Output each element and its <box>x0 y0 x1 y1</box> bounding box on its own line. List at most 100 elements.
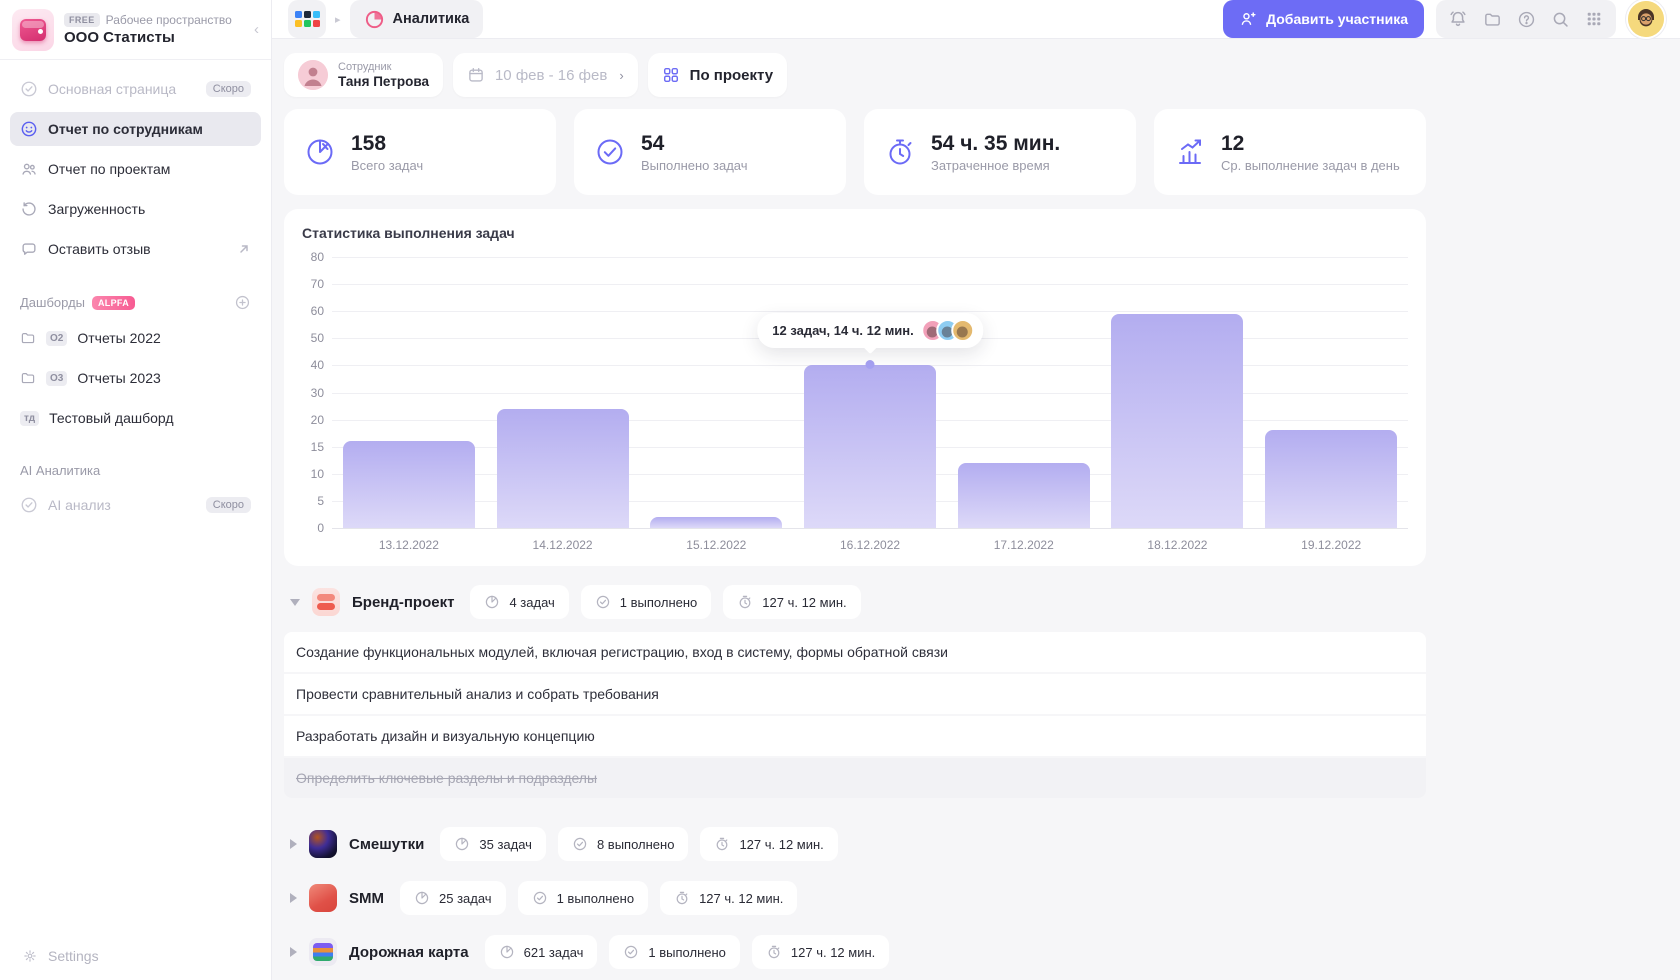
check-circle-icon <box>20 80 38 98</box>
project-name: Бренд-проект <box>352 593 455 611</box>
badge-label: 1 выполнено <box>619 594 698 610</box>
tooltip-avatars <box>920 319 974 343</box>
badge-label: 127 ч. 12 мин. <box>739 836 824 852</box>
project-icon-roadmap <box>309 938 337 966</box>
stat-card-time-spent: 54 ч. 35 мин. Затраченное время <box>864 109 1136 195</box>
check-circle-icon <box>623 944 639 960</box>
bar-chart-icon <box>1174 136 1206 168</box>
plot-area: 12 задач, 14 ч. 12 мин. <box>332 257 1408 529</box>
y-axis-tick: 0 <box>317 521 324 535</box>
bar-13.12.2022[interactable] <box>342 441 475 528</box>
date-range-filter[interactable]: 10 фев - 16 фев › <box>452 53 638 97</box>
bar-14.12.2022[interactable] <box>496 408 629 528</box>
badge-label: 25 задач <box>439 890 492 906</box>
chevron-right-icon[interactable]: › <box>619 67 624 83</box>
group-by-filter[interactable]: По проекту <box>647 53 788 97</box>
sidebar-item-settings[interactable]: Settings <box>0 932 271 980</box>
x-axis-label: 15.12.2022 <box>686 538 747 552</box>
badge-label: 8 выполнено <box>596 836 675 852</box>
project-group-roadmap[interactable]: Дорожная карта 621 задач 1 выполнено 127… <box>284 932 1426 972</box>
help-icon[interactable] <box>1509 2 1543 36</box>
project-name: SMM <box>349 889 384 907</box>
sidebar-collapse-icon[interactable]: ‹ <box>254 21 259 38</box>
main-area: ▸ Аналитика Добавить участника <box>272 0 1680 980</box>
people-icon <box>20 160 38 178</box>
check-circle-icon <box>20 496 38 514</box>
dashboard-chip: О3 <box>46 370 68 386</box>
bar-18.12.2022[interactable] <box>1111 313 1244 528</box>
dashboards-section-header: Дашборды ALPFA <box>0 294 271 311</box>
gridline <box>332 284 1408 286</box>
expand-arrow-icon[interactable] <box>290 893 297 903</box>
chart-tooltip: 12 задач, 14 ч. 12 мин. <box>757 313 983 349</box>
sidebar-item-ai-analysis[interactable]: AI анализ Скоро <box>10 488 261 522</box>
tab-analytics[interactable]: Аналитика <box>349 0 484 38</box>
project-name: Дорожная карта <box>349 943 469 961</box>
sidebar-item-reports-2022[interactable]: О2 Отчеты 2022 <box>10 321 261 355</box>
workspace-header[interactable]: FREE Рабочее пространство ООО Статисты ‹ <box>0 0 271 60</box>
notifications-bell-icon[interactable] <box>1441 2 1475 36</box>
dashboard-chip: тд <box>20 410 40 426</box>
stat-label: Затраченное время <box>931 158 1050 174</box>
y-axis-tick: 15 <box>310 439 324 454</box>
project-group-smeshutki[interactable]: Смешутки 35 задач 8 выполнено 127 ч. 12 … <box>284 824 1426 864</box>
x-axis-label: 17.12.2022 <box>993 538 1054 552</box>
sidebar-item-test-dashboard[interactable]: тд Тестовый дашборд <box>10 401 261 435</box>
folder-icon[interactable] <box>1475 2 1509 36</box>
user-avatar[interactable] <box>1628 1 1664 37</box>
y-axis-tick: 5 <box>317 493 324 508</box>
ai-section-header: AI Аналитика <box>0 463 271 478</box>
badge-label: 4 задач <box>509 594 555 610</box>
add-dashboard-icon[interactable] <box>234 294 251 311</box>
x-axis-label: 18.12.2022 <box>1147 538 1208 552</box>
stopwatch-icon <box>714 836 730 852</box>
badge-label: 127 ч. 12 мин. <box>699 890 784 906</box>
soon-badge: Скоро <box>205 497 251 513</box>
bar-17.12.2022[interactable] <box>957 462 1090 528</box>
search-icon[interactable] <box>1543 2 1577 36</box>
sidebar-nav: Основная страница Скоро Отчет по сотрудн… <box>0 60 271 272</box>
dashboards-title: Дашборды <box>20 295 85 310</box>
employee-filter[interactable]: Сотрудник Таня Петрова <box>284 53 443 97</box>
stat-value: 54 ч. 35 мин. <box>931 131 1061 155</box>
expand-arrow-icon[interactable] <box>290 839 297 849</box>
project-name: Смешутки <box>349 835 425 853</box>
done-count-badge: 8 выполнено <box>557 827 689 861</box>
collapse-arrow-icon[interactable] <box>290 598 300 606</box>
folder-icon <box>20 330 36 346</box>
x-axis-label: 19.12.2022 <box>1301 538 1362 552</box>
bar-15.12.2022[interactable] <box>650 517 783 528</box>
sidebar-item-label: AI анализ <box>48 497 111 513</box>
done-count-badge: 1 выполнено <box>580 585 712 619</box>
x-axis: 13.12.2022 14.12.2022 15.12.2022 16.12.2022… <box>332 538 1408 552</box>
pie-chart-icon <box>414 890 430 906</box>
expand-arrow-icon[interactable] <box>290 947 297 957</box>
task-row[interactable]: Провести сравнительный анализ и собрать … <box>284 674 1426 714</box>
stat-card-avg-per-day: 12 Ср. выполнение задач в день <box>1154 109 1426 195</box>
sidebar-item-workload[interactable]: Загруженность <box>10 192 261 226</box>
task-row[interactable]: Разработать дизайн и визуальную концепци… <box>284 716 1426 756</box>
apps-dots-icon[interactable] <box>1577 2 1611 36</box>
stat-value: 158 <box>351 131 387 155</box>
chart-title: Статистика выполнения задач <box>302 225 515 241</box>
task-row-completed[interactable]: Определить ключевые разделы и подразделы <box>284 758 1426 798</box>
x-axis-label: 16.12.2022 <box>839 538 901 552</box>
content: Сотрудник Таня Петрова 10 фев - 16 фев › <box>272 39 1426 980</box>
breadcrumb-chevron-icon: ▸ <box>335 13 341 26</box>
sidebar-item-feedback[interactable]: Оставить отзыв <box>10 232 261 266</box>
project-icon-smeshutki <box>309 830 337 858</box>
apps-grid-icon[interactable] <box>288 0 326 38</box>
stat-card-done-tasks: 54 Выполнено задач <box>574 109 846 195</box>
sidebar-item-project-report[interactable]: Отчет по проектам <box>10 152 261 186</box>
project-group-smm[interactable]: SMM 25 задач 1 выполнено 127 ч. 12 мин. <box>284 878 1426 918</box>
project-group-brand[interactable]: Бренд-проект 4 задач 1 выполнено 127 ч. … <box>284 582 1426 622</box>
add-member-button[interactable]: Добавить участника <box>1223 0 1424 38</box>
sidebar-item-reports-2023[interactable]: О3 Отчеты 2023 <box>10 361 261 395</box>
task-row[interactable]: Создание функциональных модулей, включая… <box>284 632 1426 672</box>
icon-tray <box>1436 0 1616 38</box>
pie-chart-icon <box>484 594 500 610</box>
bar-16.12.2022[interactable] <box>804 365 937 528</box>
sidebar-item-employee-report[interactable]: Отчет по сотрудникам <box>10 112 261 146</box>
sidebar-item-main-page[interactable]: Основная страница Скоро <box>10 72 261 106</box>
bar-19.12.2022[interactable] <box>1265 430 1398 528</box>
